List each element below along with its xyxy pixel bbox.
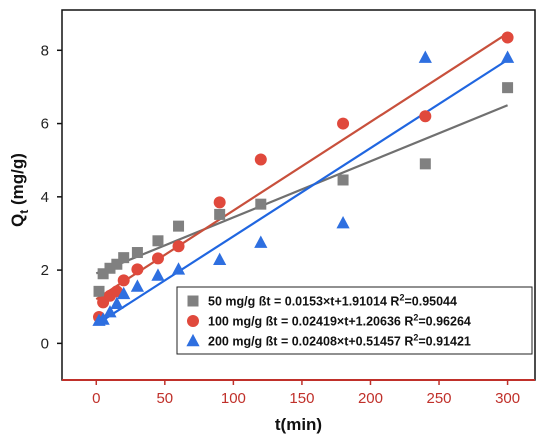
legend-r2-value: =0.96264 bbox=[418, 315, 471, 329]
data-point bbox=[93, 285, 105, 297]
data-point bbox=[418, 50, 432, 63]
data-point bbox=[171, 262, 186, 275]
legend-equation: ßt = 0.02419×t+1.20636 bbox=[266, 315, 405, 329]
data-point bbox=[213, 252, 227, 266]
data-points bbox=[92, 31, 515, 326]
y-ticks: 0 2 4 6 8 bbox=[41, 42, 62, 352]
data-point bbox=[172, 240, 185, 253]
data-point bbox=[104, 262, 116, 274]
data-point bbox=[118, 252, 130, 264]
legend-box bbox=[176, 286, 533, 355]
data-point bbox=[117, 274, 130, 287]
legend-r2-value: =0.91421 bbox=[418, 335, 471, 349]
data-point bbox=[213, 196, 226, 209]
data-point bbox=[419, 110, 432, 123]
data-point bbox=[111, 258, 123, 270]
data-point bbox=[97, 268, 109, 280]
data-point bbox=[131, 247, 143, 259]
legend-series-name: 100 mg/g bbox=[208, 315, 266, 329]
data-point bbox=[130, 279, 145, 292]
data-point bbox=[110, 296, 124, 309]
data-point bbox=[151, 252, 164, 265]
x-tick-label: 200 bbox=[358, 390, 383, 407]
data-point bbox=[337, 174, 349, 186]
x-tick-label: 50 bbox=[156, 390, 173, 407]
data-point bbox=[337, 117, 350, 130]
legend-equation: ßt = 0.02408×t+0.51457 bbox=[266, 335, 405, 349]
fit-line bbox=[95, 58, 509, 326]
x-ticks: 0 50 100 150 200 250 300 bbox=[92, 380, 520, 407]
legend-series-name: 200 mg/g bbox=[208, 335, 266, 349]
data-point bbox=[117, 286, 131, 300]
data-point bbox=[255, 198, 267, 210]
fit-line bbox=[95, 32, 509, 301]
x-tick-label: 100 bbox=[221, 390, 246, 407]
data-point bbox=[502, 82, 514, 94]
y-tick-label: 8 bbox=[41, 42, 49, 59]
data-point bbox=[254, 153, 267, 166]
fit-line bbox=[95, 104, 508, 275]
data-point bbox=[336, 216, 350, 229]
fit-lines bbox=[95, 32, 509, 326]
data-point bbox=[151, 268, 165, 281]
data-point bbox=[214, 208, 226, 220]
data-point bbox=[419, 158, 431, 170]
x-tick-label: 250 bbox=[427, 390, 452, 407]
x-tick-label: 150 bbox=[289, 390, 314, 407]
y-tick-label: 0 bbox=[41, 335, 49, 352]
y-tick-label: 6 bbox=[41, 116, 49, 133]
legend-label: 100 mg/g ßt = 0.02419×t+1.20636 R2=0.962… bbox=[208, 313, 471, 329]
legend-r2-label: R bbox=[390, 295, 399, 309]
legend-entries: 50 mg/g ßt = 0.0153×t+1.91014 R2=0.95044… bbox=[186, 293, 471, 349]
y-tick-label: 2 bbox=[41, 262, 49, 279]
legend-label: 200 mg/g ßt = 0.02408×t+0.51457 R2=0.914… bbox=[208, 333, 471, 349]
y-axis-label-main: Q bbox=[8, 214, 27, 227]
legend-label: 50 mg/g ßt = 0.0153×t+1.91014 R2=0.95044 bbox=[208, 293, 457, 309]
data-point bbox=[173, 220, 185, 232]
legend-marker bbox=[186, 333, 200, 347]
x-tick-label: 300 bbox=[495, 390, 520, 407]
data-point bbox=[152, 235, 164, 247]
y-axis-label: Qt (mg/g) bbox=[8, 153, 31, 227]
data-point bbox=[500, 50, 515, 63]
legend-marker bbox=[187, 315, 199, 327]
legend-r2-sup: 2 bbox=[399, 293, 404, 303]
legend-r2-value: =0.95044 bbox=[404, 295, 457, 309]
legend-series-name: 50 mg/g bbox=[208, 295, 259, 309]
x-axis-label: t(min) bbox=[275, 415, 322, 434]
legend-marker bbox=[187, 295, 199, 307]
x-tick-label: 0 bbox=[92, 390, 100, 407]
data-point bbox=[103, 305, 117, 318]
y-axis-label-sub: t bbox=[17, 210, 31, 214]
data-point bbox=[501, 31, 514, 44]
data-point bbox=[96, 312, 110, 325]
legend-r2-label: R bbox=[404, 335, 413, 349]
legend-r2-sup: 2 bbox=[413, 313, 418, 323]
legend-r2-sup: 2 bbox=[413, 333, 418, 343]
data-point bbox=[254, 235, 268, 248]
legend: 50 mg/g ßt = 0.0153×t+1.91014 R2=0.95044… bbox=[176, 286, 533, 355]
y-tick-label: 4 bbox=[41, 189, 49, 206]
data-point bbox=[131, 263, 144, 276]
legend-equation: ßt = 0.0153×t+1.91014 bbox=[259, 295, 391, 309]
y-axis-label-unit: (mg/g) bbox=[8, 153, 27, 210]
legend-r2-label: R bbox=[404, 315, 413, 329]
